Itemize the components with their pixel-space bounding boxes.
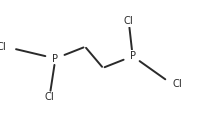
- Text: P: P: [130, 51, 136, 61]
- Text: Cl: Cl: [0, 42, 6, 52]
- Text: Cl: Cl: [45, 92, 54, 102]
- Text: Cl: Cl: [172, 79, 182, 89]
- Text: P: P: [52, 53, 58, 64]
- Text: Cl: Cl: [124, 16, 134, 26]
